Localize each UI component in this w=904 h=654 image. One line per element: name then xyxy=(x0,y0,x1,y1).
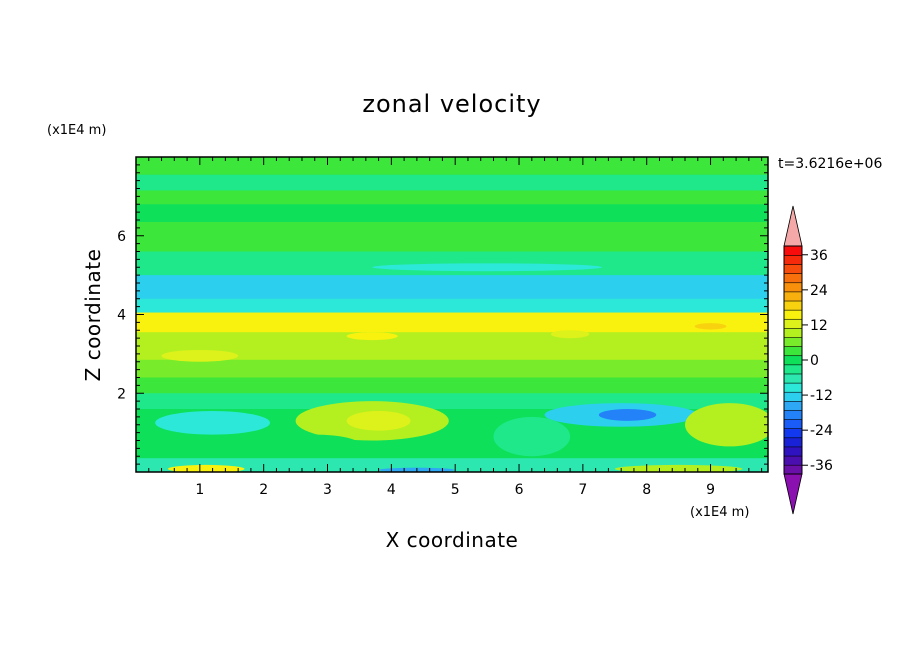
colorbar-segment xyxy=(783,409,803,420)
velocity-patch xyxy=(346,410,411,431)
velocity-patch xyxy=(155,410,271,435)
colorbar-tick-label: -12 xyxy=(810,388,833,404)
y-tick-label: 4 xyxy=(117,308,126,324)
velocity-patch xyxy=(598,409,657,421)
velocity-patch xyxy=(346,332,398,341)
velocity-band xyxy=(136,332,768,361)
colorbar-segment xyxy=(783,400,803,411)
velocity-band xyxy=(136,204,768,223)
x-tick-label: 1 xyxy=(195,482,204,498)
colorbar-segment xyxy=(783,291,803,302)
colorbar-segment xyxy=(783,373,803,384)
velocity-patch xyxy=(180,280,488,290)
y-axis: 2 4 6 xyxy=(117,164,768,465)
colorbar-segment xyxy=(783,263,803,274)
velocity-band xyxy=(136,221,768,252)
velocity-patch xyxy=(493,416,571,457)
colorbar-segment xyxy=(783,428,803,439)
velocity-band xyxy=(136,157,768,176)
colorbar-segment xyxy=(783,355,803,366)
colorbar-tick-label: 24 xyxy=(810,283,828,299)
velocity-band xyxy=(136,359,768,378)
colorbar-segment xyxy=(783,346,803,357)
velocity-field xyxy=(136,157,768,472)
colorbar-segment xyxy=(783,455,803,466)
x-tick-label: 7 xyxy=(578,482,587,498)
colorbar-segment xyxy=(783,245,803,256)
colorbar-tick-label: -36 xyxy=(810,458,833,474)
x-tick-label: 3 xyxy=(323,482,332,498)
velocity-band xyxy=(136,174,768,191)
colorbar-segment xyxy=(783,300,803,311)
colorbar-segment xyxy=(783,437,803,448)
velocity-band xyxy=(136,190,768,205)
velocity-patch xyxy=(161,349,239,362)
colorbar-tick-label: -24 xyxy=(810,423,833,439)
velocity-patch xyxy=(685,403,768,447)
velocity-patch xyxy=(480,284,762,297)
colorbar-over-arrow xyxy=(783,205,803,247)
plot-area xyxy=(135,156,769,473)
colorbar-segment xyxy=(783,336,803,347)
colorbar-segment xyxy=(783,318,803,329)
velocity-patch xyxy=(550,330,590,339)
colorbar-segment xyxy=(783,418,803,429)
x-tick-label: 8 xyxy=(642,482,651,498)
x-axis-title: X coordinate xyxy=(386,528,519,552)
velocity-band xyxy=(136,377,768,394)
colorbar-segment xyxy=(783,254,803,265)
y-axis-title: Z coordinate xyxy=(81,249,105,382)
x-axis: 1 2 3 4 5 6 7 8 9 xyxy=(148,157,763,498)
colorbar-segment xyxy=(783,327,803,338)
x-tick-label: 6 xyxy=(515,482,524,498)
y-unit-label: (x1E4 m) xyxy=(47,123,106,138)
colorbar-segment xyxy=(783,309,803,320)
velocity-band xyxy=(136,298,768,314)
x-unit-label: (x1E4 m) xyxy=(690,505,749,520)
time-label: t=3.6216e+06 xyxy=(778,156,882,172)
y-tick-label: 2 xyxy=(117,386,126,402)
velocity-band xyxy=(136,458,768,472)
velocity-patch xyxy=(694,323,727,330)
chart-title: zonal velocity xyxy=(362,90,541,118)
x-tick-label: 2 xyxy=(259,482,268,498)
colorbar-tick-label: 36 xyxy=(810,248,828,264)
colorbar-segment xyxy=(783,382,803,393)
y-tick-label: 6 xyxy=(117,229,126,245)
colorbar-tick-label: 0 xyxy=(810,353,819,369)
colorbar-segment xyxy=(783,446,803,457)
colorbar-segment xyxy=(783,364,803,375)
colorbar: 36 24 12 0 -12 -24 -36 xyxy=(783,205,833,515)
colorbar-segment xyxy=(783,273,803,284)
x-tick-label: 4 xyxy=(387,482,396,498)
colorbar-segment xyxy=(783,282,803,293)
colorbar-segment xyxy=(783,464,803,475)
velocity-band xyxy=(136,312,768,333)
x-tick-label: 9 xyxy=(706,482,715,498)
velocity-patch xyxy=(372,263,603,272)
velocity-patch xyxy=(270,434,360,455)
colorbar-segment xyxy=(783,391,803,402)
x-tick-label: 5 xyxy=(451,482,460,498)
colorbar-under-arrow xyxy=(783,473,803,515)
colorbar-tick-label: 12 xyxy=(810,318,828,334)
